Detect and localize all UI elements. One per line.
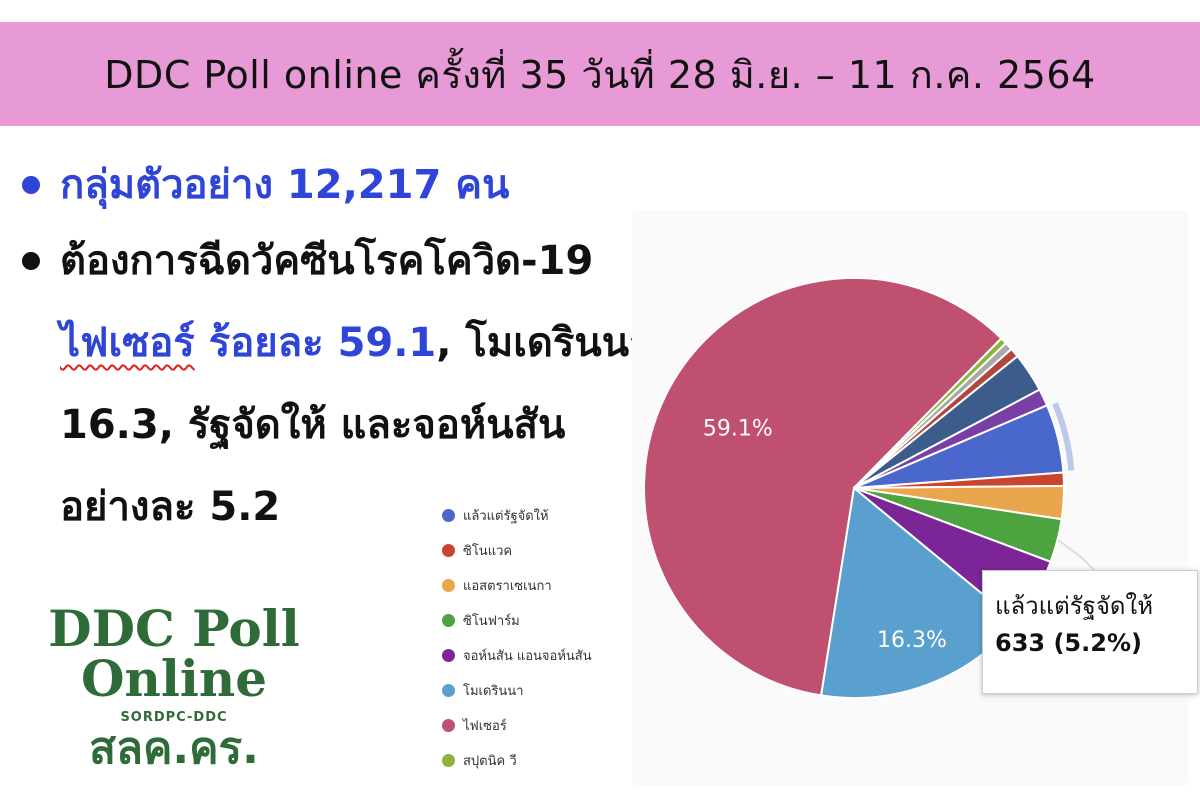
logo-line-1: DDC Poll	[48, 599, 300, 658]
bullet-dot-icon	[22, 252, 40, 270]
legend-label: สปุตนิค วี	[463, 754, 517, 769]
pfizer-percent: ร้อยละ 59.1	[208, 320, 437, 366]
preference-line-4: อย่างละ 5.2	[60, 484, 281, 530]
ddc-poll-logo: DDC Poll Online SORDPC-DDC สลค.คร.	[44, 604, 304, 773]
bullet-sample-size: กลุ่มตัวอย่าง 12,217 คน	[18, 152, 658, 218]
logo-line-2: Online	[80, 649, 268, 708]
legend-label: ซิโนฟาร์ม	[463, 614, 520, 629]
bullet-dot-icon	[22, 176, 40, 194]
legend-label: ไฟเซอร์	[463, 719, 507, 734]
chart-tooltip: แล้วแต่รัฐจัดให้ 633 (5.2%)	[982, 570, 1198, 694]
legend-item[interactable]: ไฟเซอร์	[442, 708, 628, 743]
sample-size-text: กลุ่มตัวอย่าง 12,217 คน	[60, 162, 510, 208]
pie-slice-label: 59.1%	[703, 416, 773, 441]
bullet-vaccine-preference: ต้องการฉีดวัคซีนโรคโควิด-19 ไฟเซอร์ ร้อย…	[18, 220, 658, 548]
legend-item[interactable]: ซิโนแวค	[442, 533, 628, 568]
pie-chart: 59.1% 16.3%	[643, 277, 1095, 699]
legend-label: จอห์นสัน แอนจอห์นสัน	[463, 649, 592, 664]
tooltip-label: แล้วแต่รัฐจัดให้	[995, 592, 1154, 620]
legend-swatch-icon	[442, 509, 455, 522]
pfizer-word: ไฟเซอร์	[60, 320, 195, 366]
legend-item[interactable]: จอห์นสัน แอนจอห์นสัน	[442, 638, 628, 673]
tooltip-leader-line	[1057, 539, 1095, 571]
chart-legend: แล้วแต่รัฐจัดให้ซิโนแวคแอสตราเซเนกาซิโนฟ…	[428, 486, 628, 786]
pie-chart-panel: 59.1% 16.3%	[632, 210, 1188, 786]
legend-swatch-icon	[442, 649, 455, 662]
legend-swatch-icon	[442, 684, 455, 697]
legend-label: โมเดรินนา	[463, 684, 524, 699]
logo-thai-text: สลค.คร.	[89, 723, 259, 774]
pie-slice-highlight	[1052, 402, 1075, 471]
legend-swatch-icon	[442, 754, 455, 767]
preference-line-1: ต้องการฉีดวัคซีนโรคโควิด-19	[60, 238, 594, 284]
preference-line-3: 16.3, รัฐจัดให้ และจอห์นสัน	[60, 402, 566, 448]
preference-line-2-rest: , โมเดรินนา	[436, 320, 652, 366]
logo-subtitle: SORDPC-DDC	[120, 710, 228, 725]
pie-slice-label: 16.3%	[877, 628, 947, 653]
legend-label: แล้วแต่รัฐจัดให้	[463, 509, 549, 524]
legend-item[interactable]: สปุตนิค วี	[442, 743, 628, 778]
legend-swatch-icon	[442, 614, 455, 627]
legend-label: ซิโนแวค	[463, 544, 513, 559]
legend-item[interactable]: โมเดรินนา	[442, 673, 628, 708]
legend-swatch-icon	[442, 719, 455, 732]
legend-item[interactable]: ซิโนฟาร์ม	[442, 603, 628, 638]
page-title: DDC Poll online ครั้งที่ 35 วันที่ 28 มิ…	[104, 52, 1096, 97]
summary-bullets: กลุ่มตัวอย่าง 12,217 คน ต้องการฉีดวัคซีน…	[18, 152, 658, 548]
legend-item[interactable]: แล้วแต่รัฐจัดให้	[442, 498, 628, 533]
tooltip-value: 633 (5.2%)	[995, 629, 1142, 657]
legend-swatch-icon	[442, 579, 455, 592]
legend-label: แอสตราเซเนกา	[463, 579, 552, 594]
pie-slice[interactable]	[643, 277, 1003, 697]
header-banner: DDC Poll online ครั้งที่ 35 วันที่ 28 มิ…	[0, 22, 1200, 126]
legend-swatch-icon	[442, 544, 455, 557]
legend-item[interactable]: แอสตราเซเนกา	[442, 568, 628, 603]
